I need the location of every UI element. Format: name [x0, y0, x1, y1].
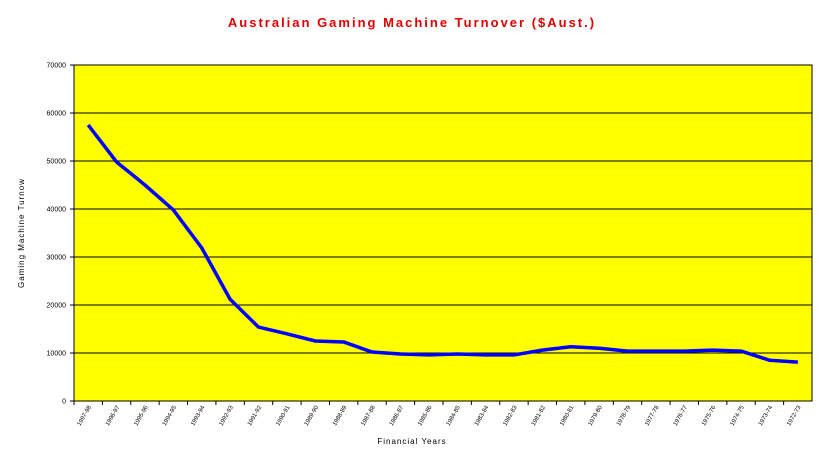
x-tick-label: 1988-89 — [332, 404, 349, 427]
x-tick-label: 1983-84 — [474, 404, 491, 427]
x-tick-label: 1989-90 — [304, 404, 321, 427]
x-tick-label: 1996-97 — [105, 404, 122, 427]
x-tick-label: 1997-98 — [77, 404, 94, 427]
x-tick-label: 1976-77 — [673, 404, 690, 427]
y-tick-label: 50000 — [47, 159, 67, 166]
x-tick-label: 1979-80 — [588, 404, 605, 427]
x-tick-label: 1978-79 — [616, 404, 633, 427]
plot-area — [73, 64, 813, 402]
x-tick-label: 1972-73 — [786, 404, 803, 427]
x-tick-label: 1975-76 — [701, 404, 718, 427]
y-axis-label: Gaming Machine Turnow — [17, 178, 26, 288]
y-tick-label: 20000 — [47, 303, 67, 310]
x-tick-label: 1991-92 — [247, 404, 264, 427]
y-tick-label: 40000 — [47, 207, 67, 214]
y-tick-label: 60000 — [47, 111, 67, 118]
y-tick-label: 10000 — [47, 351, 67, 358]
x-tick-label: 1980-81 — [559, 404, 576, 427]
x-tick-label: 1995-96 — [133, 404, 150, 427]
x-tick-label: 1984-85 — [446, 404, 463, 427]
x-tick-label: 1987-88 — [361, 404, 378, 427]
x-tick-label: 1981-82 — [531, 404, 548, 427]
x-tick-label: 1990-91 — [275, 404, 292, 427]
x-tick-label: 1982-83 — [502, 404, 519, 427]
y-tick-label: 0 — [62, 399, 66, 406]
x-tick-label: 1985-86 — [417, 404, 434, 427]
x-axis-label: Financial Years — [377, 437, 446, 446]
chart-title: Australian Gaming Machine Turnover ($Aus… — [228, 15, 596, 30]
x-tick-label: 1992-93 — [219, 404, 236, 427]
x-tick-label: 1986-87 — [389, 404, 406, 427]
y-tick-label: 30000 — [47, 255, 67, 262]
data-line — [86, 123, 798, 364]
x-tick-label: 1977-78 — [644, 404, 661, 427]
y-tick-label: 70000 — [47, 63, 67, 70]
x-tick-label: 1974-75 — [730, 404, 747, 427]
x-tick-label: 1993-94 — [190, 404, 207, 427]
x-tick-label: 1994-95 — [162, 404, 179, 427]
x-tick-label: 1973-74 — [758, 404, 775, 427]
